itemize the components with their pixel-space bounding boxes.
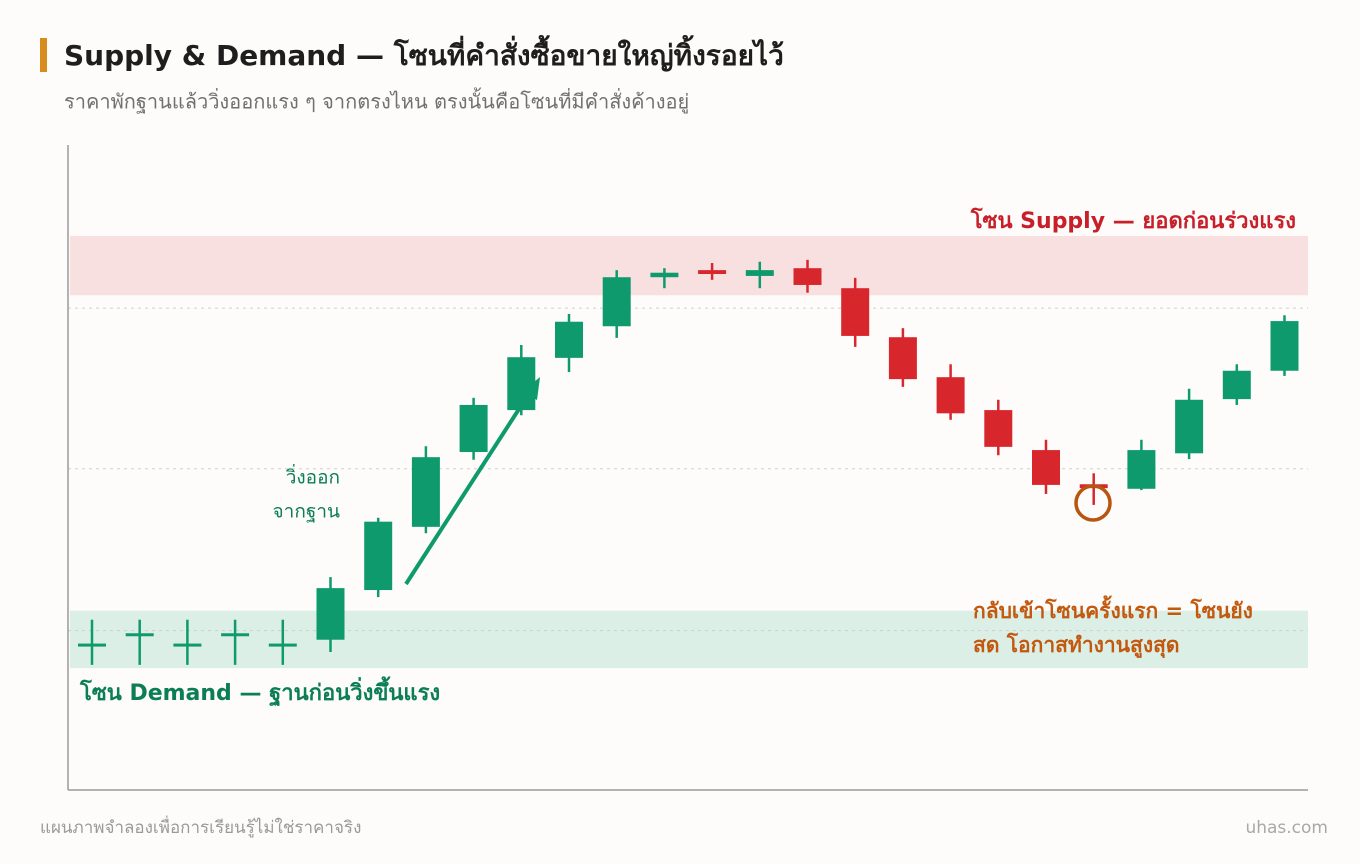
- chart-title: Supply & Demand — โซนที่คำสั่งซื้อขายใหญ…: [64, 34, 784, 72]
- candle-body: [555, 321, 583, 358]
- candle-body: [1222, 370, 1251, 400]
- candle-body: [364, 521, 393, 591]
- candle-body: [841, 288, 870, 336]
- candle-body: [698, 270, 727, 274]
- trend-arrow: [404, 390, 532, 586]
- candle-body: [1175, 399, 1204, 454]
- candle-body: [936, 377, 965, 414]
- guides: [68, 307, 1308, 632]
- candle-body: [459, 404, 488, 453]
- candle-body: [316, 588, 345, 640]
- arrow-head: [522, 377, 540, 400]
- highlight-circle: [1074, 484, 1112, 522]
- zone: [70, 610, 1308, 669]
- zone: [70, 235, 1308, 296]
- annotation: จากฐาน: [273, 501, 340, 523]
- candle-body: [268, 643, 297, 647]
- candle-body: [888, 337, 917, 380]
- candle-body: [745, 270, 774, 276]
- candle-body: [507, 357, 536, 411]
- annotation: วิ่งออก: [285, 464, 340, 489]
- candle-body: [1127, 450, 1156, 489]
- candle-body: [1032, 450, 1060, 485]
- footer-credit: uhas.com: [1245, 818, 1328, 838]
- candle-body: [173, 643, 202, 647]
- zone-label: โซน Supply — ยอดก่อนร่วงแรง: [970, 207, 1296, 234]
- candle-body: [221, 633, 250, 637]
- chart-subtitle: ราคาพักฐานแล้ววิ่งออกแรง ๆ จากตรงไหน ตรง…: [64, 88, 689, 115]
- candle-body: [793, 268, 822, 285]
- candle-body: [411, 457, 440, 527]
- annotation: กลับเข้าโซนครั้งแรก = โซนยัง: [973, 595, 1253, 623]
- title-accent: [40, 38, 47, 72]
- annotation: สด โอกาสทำงานสูงสุด: [973, 632, 1180, 659]
- candle-body: [125, 633, 154, 637]
- candle-body: [1270, 321, 1299, 371]
- footer-note: แผนภาพจำลองเพื่อการเรียนรู้ไม่ใช่ราคาจริ…: [40, 815, 361, 838]
- candle-body: [984, 410, 1013, 447]
- candle-body: [78, 643, 106, 647]
- zones: [70, 235, 1308, 669]
- zone-label: โซน Demand — ฐานก่อนวิ่งขึ้นแรง: [79, 676, 440, 707]
- candle-body: [602, 277, 631, 327]
- candles: [78, 259, 1299, 665]
- candle-body: [650, 272, 679, 278]
